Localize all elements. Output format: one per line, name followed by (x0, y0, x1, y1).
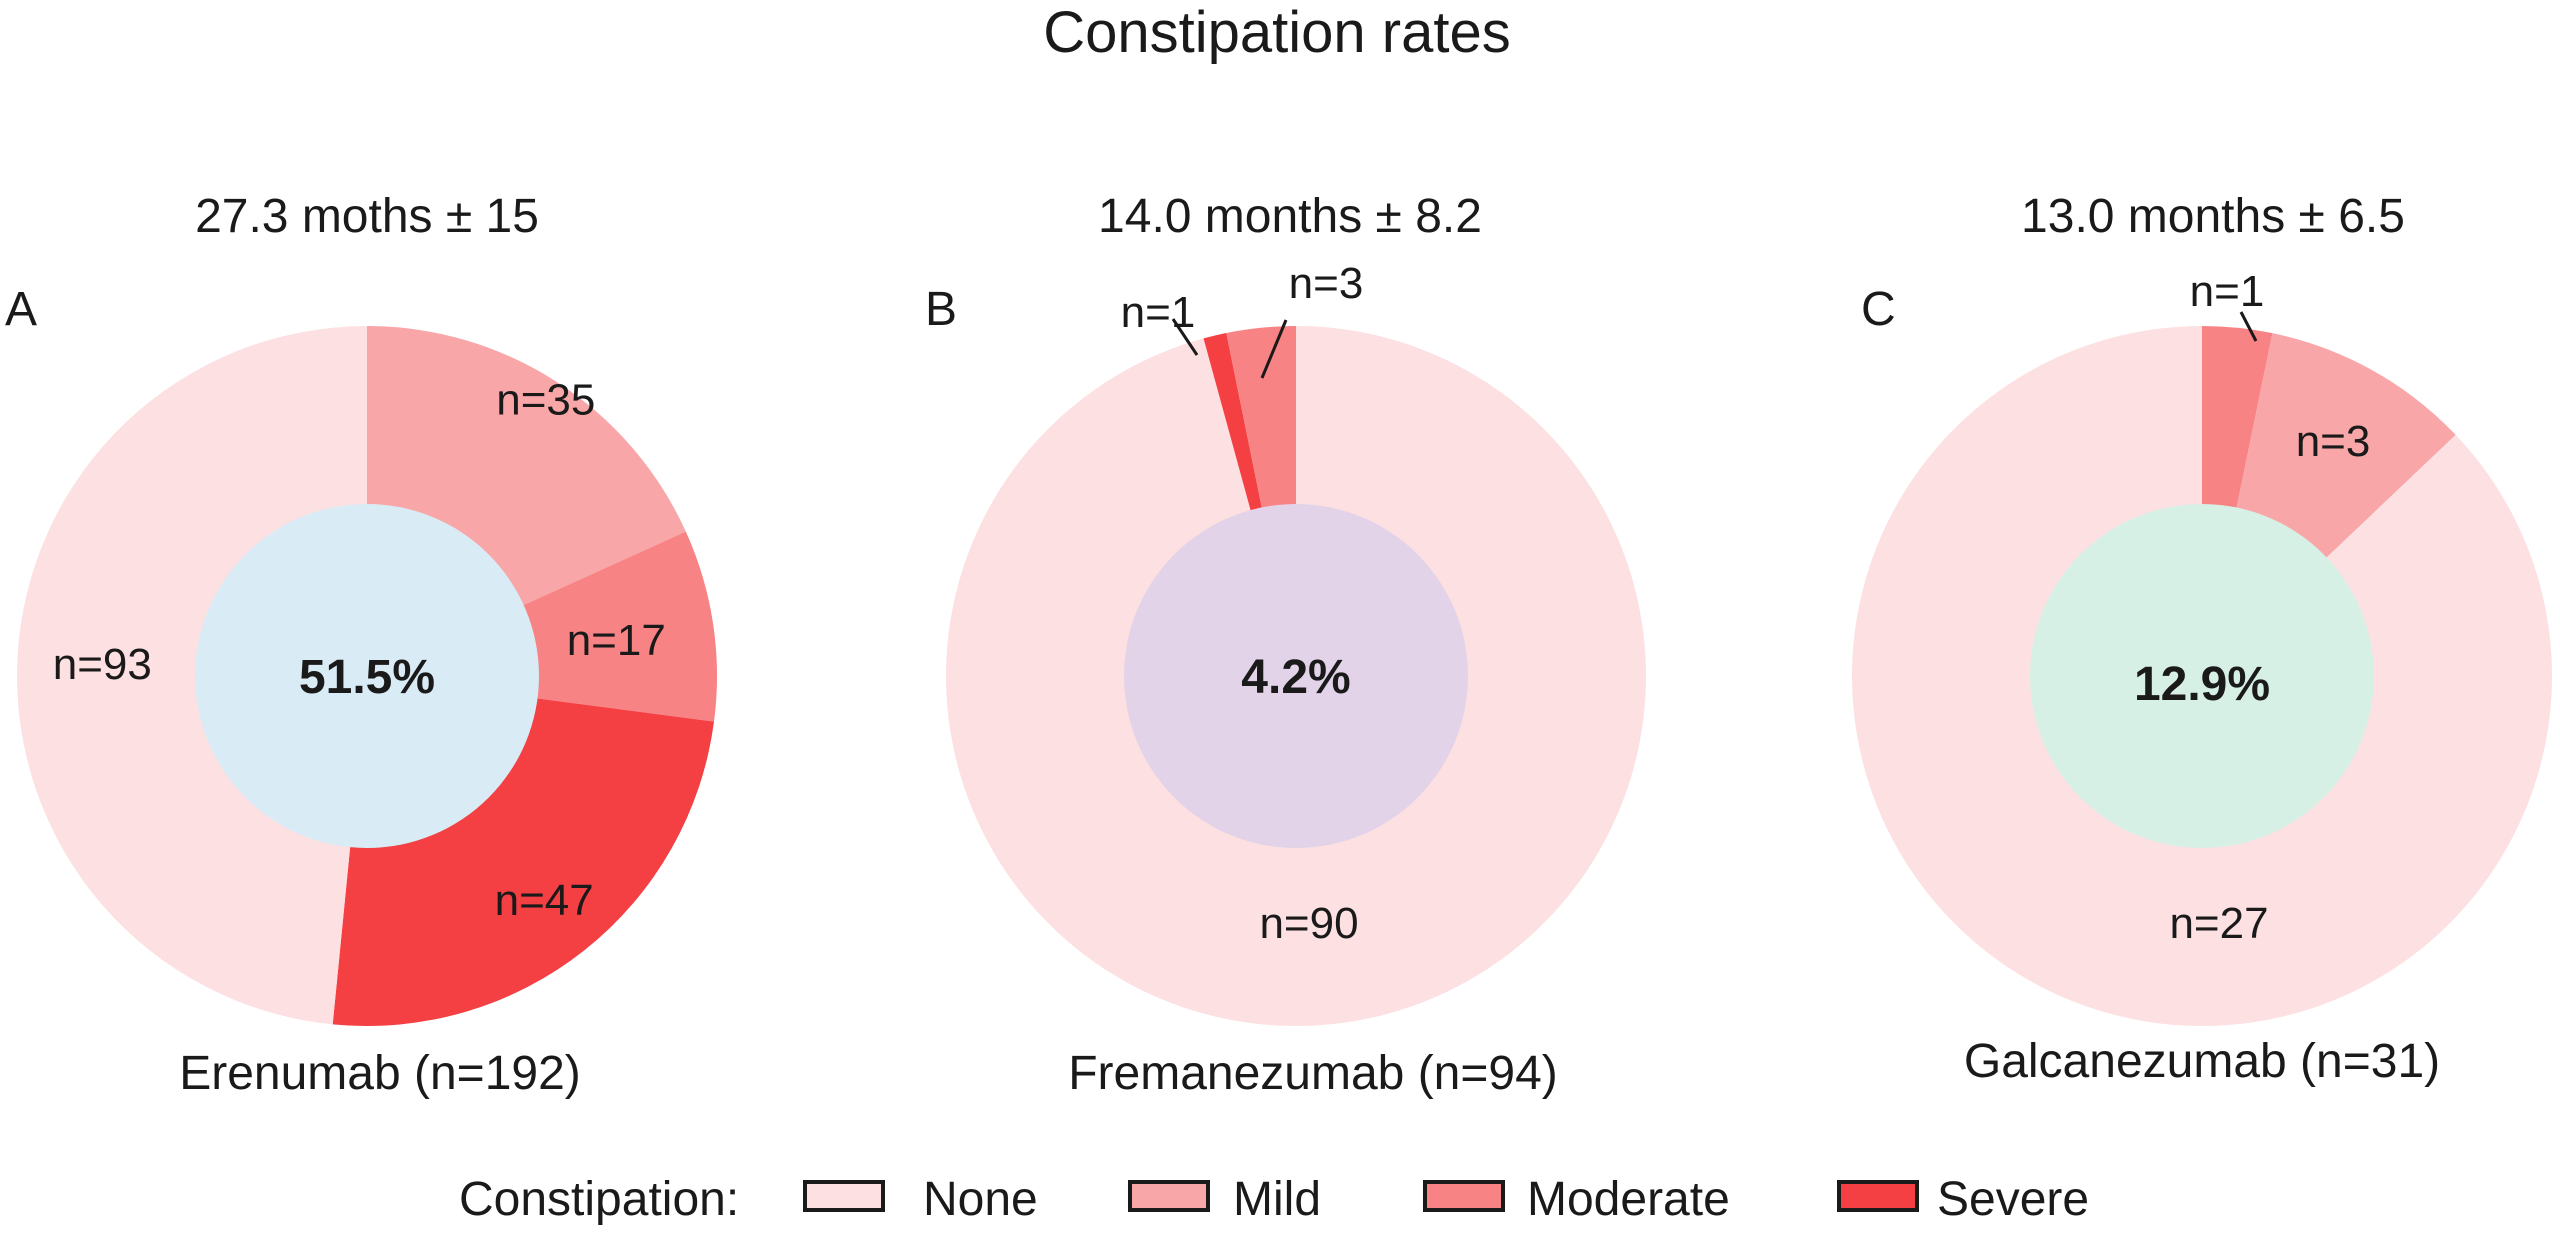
leader-line-b-moderate (1260, 319, 1288, 379)
pie-caption-c: Galcanezumab (n=31) (1964, 1035, 2440, 1088)
legend-item-mild: Mild (1128, 1173, 1321, 1226)
panel-subtitle-b: 14.0 months ± 8.2 (1098, 190, 1482, 243)
legend-title: Constipation: (459, 1173, 739, 1226)
figure-title: Constipation rates (1043, 0, 1510, 65)
legend-label-none: None (923, 1173, 1038, 1226)
panel-subtitle-a: 27.3 moths ± 15 (195, 190, 539, 243)
chart-panel-a: A 27.3 moths ± 15 51.5% Erenumab (n=192)… (5, 190, 717, 1100)
panel-letter-c: C (1861, 283, 1896, 336)
slice-label-severe: n=1 (1121, 288, 1196, 337)
center-label-b: 4.2% (1241, 651, 1350, 704)
legend-swatch-severe (1837, 1180, 1919, 1212)
leader-line-b-severe (1171, 318, 1199, 356)
chart-panel-b: B 14.0 months ± 8.2 4.2% Fremanezumab (n… (925, 190, 1646, 1100)
legend-label-mild: Mild (1233, 1173, 1321, 1226)
slice-label-mild: n=35 (496, 376, 595, 425)
legend: Constipation: None Mild Moderate Severe (459, 1173, 2089, 1226)
slice-label-severe: n=47 (495, 876, 594, 925)
panel-letter-a: A (5, 283, 37, 336)
center-label-a: 51.5% (299, 651, 435, 704)
slice-label-mild: n=3 (2296, 417, 2371, 466)
pie-caption-a: Erenumab (n=192) (179, 1047, 581, 1100)
slice-label-moderate: n=17 (567, 616, 666, 665)
center-disc-b (1124, 504, 1468, 848)
legend-label-moderate: Moderate (1527, 1173, 1730, 1226)
center-disc-c (2030, 504, 2374, 848)
leader-line-c-moderate (2239, 311, 2258, 342)
center-disc-a (195, 504, 539, 848)
legend-swatch-mild (1128, 1180, 1210, 1212)
center-label-c: 12.9% (2134, 658, 2270, 711)
legend-item-moderate: Moderate (1423, 1173, 1730, 1226)
legend-swatch-none (803, 1180, 885, 1212)
pie-slice-none (16, 326, 368, 1025)
legend-label-severe: Severe (1937, 1173, 2089, 1226)
pie-caption-b: Fremanezumab (n=94) (1068, 1047, 1558, 1100)
slice-label-none: n=27 (2169, 899, 2268, 948)
legend-swatch-moderate (1423, 1180, 1505, 1212)
panel-letter-b: B (925, 283, 957, 336)
legend-item-severe: Severe (1837, 1173, 2089, 1226)
panel-subtitle-c: 13.0 months ± 6.5 (2021, 190, 2405, 243)
slice-label-none: n=90 (1259, 899, 1358, 948)
chart-panel-c: C 13.0 months ± 6.5 12.9% Galcanezumab (… (1851, 190, 2552, 1088)
slice-label-moderate: n=1 (2190, 267, 2265, 316)
legend-item-none: None (803, 1173, 1038, 1226)
slice-label-none: n=93 (53, 640, 152, 689)
slice-label-moderate: n=3 (1289, 259, 1364, 308)
pie-a (16, 326, 717, 1026)
